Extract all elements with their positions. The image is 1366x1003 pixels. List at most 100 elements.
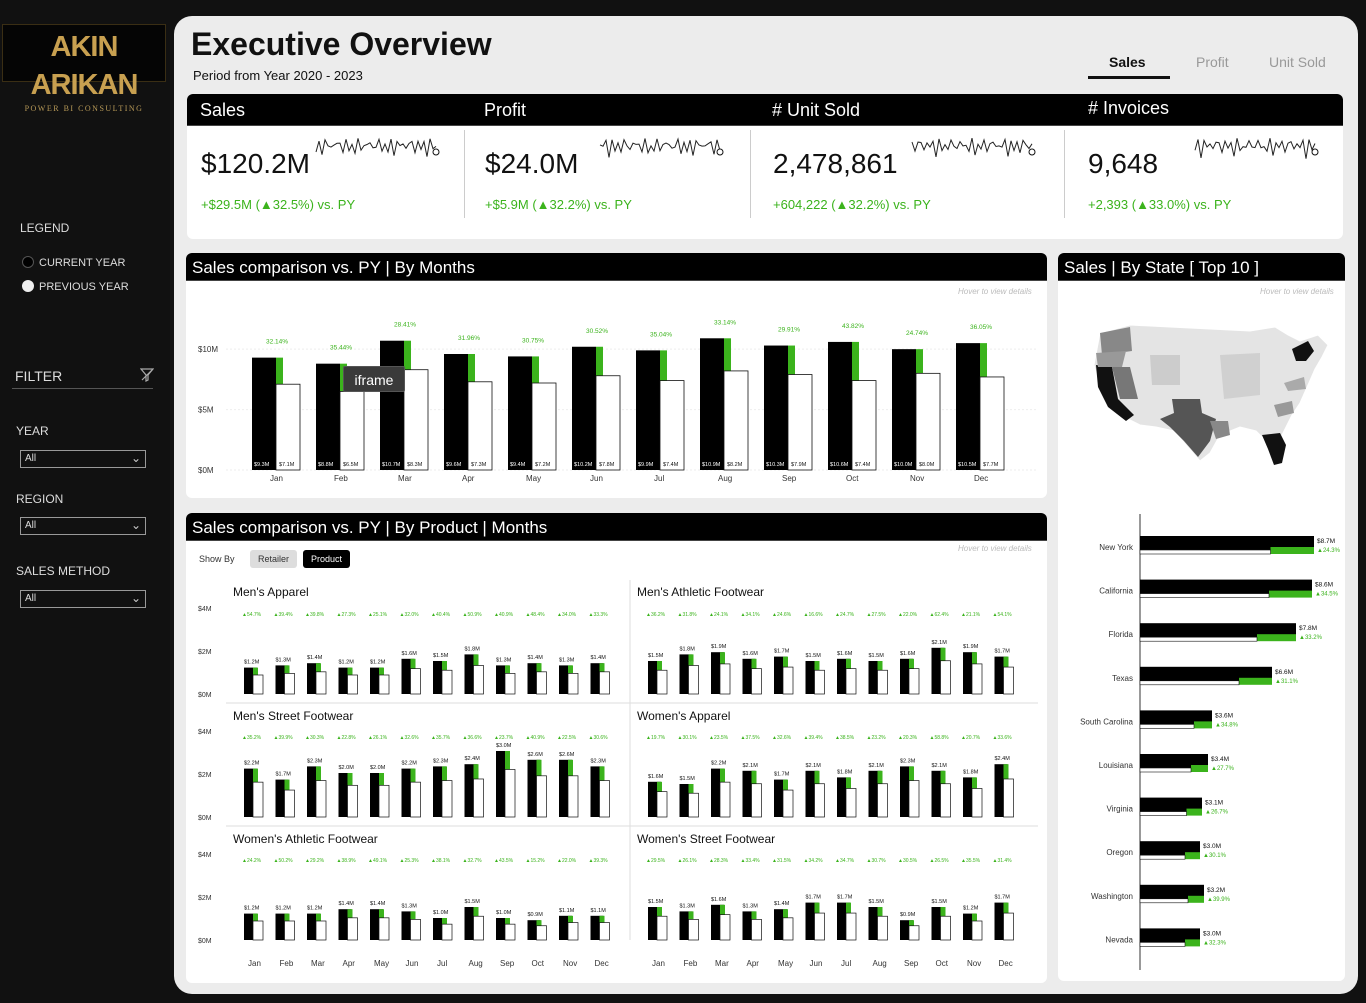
bar-previous-year	[531, 382, 557, 471]
bar-growth	[846, 777, 851, 789]
tab-sales[interactable]: Sales	[1109, 54, 1146, 70]
bar-growth	[532, 356, 539, 383]
product-small-multiples[interactable]: $0M $2M $4M $1.2M ▲54.7% $1.3M ▲39.4% $1.4M ▲39.…	[186, 580, 1047, 980]
state-hover-hint: Hover to view details	[1260, 287, 1334, 296]
bar-value-label: $2.3M	[900, 758, 916, 764]
kpi-units-delta: +604,222 (▲32.2%) vs. PY	[773, 197, 931, 212]
map-oregon	[1096, 351, 1126, 367]
growth-label: ▲15.2%	[526, 858, 546, 864]
bar-previous-year	[1139, 811, 1187, 816]
state-bar-chart[interactable]: New York $8.7M ▲24.3% California $8.6M ▲34.5%…	[1058, 510, 1345, 980]
bar-previous-year	[845, 788, 857, 818]
bar-value-label: $2.0M	[370, 765, 386, 771]
growth-label: ▲26.1%	[368, 735, 388, 741]
bar-value-label: $1.8M	[963, 769, 979, 775]
filter-clear-icon[interactable]	[139, 368, 155, 382]
bar-growth	[1270, 547, 1314, 554]
growth-label: 36.05%	[970, 324, 992, 331]
bar-previous-year	[284, 673, 295, 695]
kpi-sales-label: Sales	[200, 100, 246, 120]
bar-value-label: $10.0M	[894, 462, 913, 468]
bar-growth	[347, 773, 353, 786]
bar-previous-year	[845, 912, 857, 941]
filter-divider	[12, 388, 153, 389]
bar-value-label: $1.0M	[433, 910, 449, 916]
bar-growth	[284, 913, 290, 921]
bar-previous-year	[252, 920, 264, 941]
bar-growth	[940, 770, 946, 784]
y-axis-tick: $0M	[198, 466, 214, 475]
bar-previous-year	[599, 780, 610, 818]
bar-previous-year	[347, 674, 358, 695]
retailer-toggle-button[interactable]: Retailer	[250, 550, 298, 568]
tab-unit-sold[interactable]: Unit Sold	[1269, 54, 1326, 70]
bar-value-label: $9.3M	[254, 462, 270, 468]
bar-value-label: $7.1M	[279, 462, 295, 468]
bar-previous-year	[940, 660, 951, 695]
map-mountain-states	[1150, 355, 1180, 385]
growth-label: ▲28.3%	[709, 858, 729, 864]
bar-current-year	[1140, 841, 1200, 856]
bar-previous-year	[1139, 724, 1195, 729]
bar-value-label: $1.2M	[370, 660, 386, 666]
us-state-map[interactable]	[1060, 295, 1348, 495]
bar-previous-year	[275, 383, 301, 471]
x-axis-tick: Jul	[841, 959, 851, 968]
x-axis-tick: May	[374, 959, 389, 968]
product-hover-hint: Hover to view details	[958, 544, 1032, 553]
x-axis-tick: Oct	[936, 959, 949, 968]
growth-label: ▲33.4%	[741, 858, 761, 864]
year-select[interactable]: All ⌄	[20, 450, 146, 468]
bar-growth	[253, 768, 258, 783]
bar-value-label: $3.4M	[1211, 756, 1229, 763]
bar-value-label: $7.9M	[791, 462, 807, 468]
x-axis-tick: Nov	[910, 474, 924, 483]
bar-value-label: $10.9M	[702, 462, 721, 468]
bar-previous-year	[782, 666, 794, 695]
bar-value-label: $7.4M	[855, 462, 871, 468]
bar-previous-year	[284, 920, 295, 941]
growth-label: ▲30.1%	[1203, 853, 1227, 859]
growth-label: ▲40.4%	[431, 612, 451, 618]
bar-value-label: $8.3M	[407, 462, 423, 468]
growth-label: ▲30.3%	[305, 735, 325, 741]
bar-growth	[852, 341, 859, 381]
growth-label: ▲31.1%	[1275, 679, 1299, 685]
growth-label: ▲30.5%	[898, 858, 918, 864]
x-axis-tick: May	[778, 959, 793, 968]
bar-growth	[688, 654, 694, 666]
kpi-profit-label: Profit	[484, 100, 527, 120]
growth-label: ▲30.7%	[867, 858, 887, 864]
growth-label: ▲39.9%	[274, 735, 294, 741]
x-axis-tick: Jul	[654, 474, 664, 483]
product-toggle-button[interactable]: Product	[303, 550, 351, 568]
tab-profit[interactable]: Profit	[1196, 54, 1229, 70]
bar-growth	[599, 915, 605, 923]
bar-value-label: $9.9M	[638, 462, 654, 468]
state-label: Washington	[1091, 892, 1133, 901]
bar-growth	[877, 661, 883, 671]
kpi-sparklines	[315, 137, 1319, 159]
bar-growth	[599, 663, 605, 672]
bar-growth	[972, 777, 977, 789]
monthly-chart[interactable]: $0M $5M $10M $9.3M $7.1M 32.14% Jan $8.8M $6.5M 3…	[186, 281, 1047, 491]
bar-previous-year	[688, 919, 699, 941]
bar-growth	[1191, 765, 1208, 772]
bar-previous-year	[315, 780, 327, 818]
bar-value-label: $2.3M	[433, 758, 449, 764]
bar-previous-year	[441, 780, 453, 818]
growth-label: ▲24.6%	[772, 612, 792, 618]
bar-value-label: $1.3M	[559, 657, 575, 663]
sales-method-select[interactable]: All ⌄	[20, 590, 146, 608]
bar-previous-year	[1139, 767, 1192, 773]
bar-previous-year	[467, 381, 493, 471]
bar-previous-year	[567, 922, 579, 941]
kpi-profit-delta: +$5.9M (▲32.2%) vs. PY	[485, 197, 632, 212]
growth-label: ▲49.1%	[368, 858, 388, 864]
region-select[interactable]: All ⌄	[20, 517, 146, 535]
x-axis-tick: Sep	[904, 959, 919, 968]
bar-previous-year	[723, 370, 749, 471]
growth-label: 24.74%	[906, 330, 928, 337]
bar-value-label: $2.4M	[995, 756, 1011, 762]
growth-label: ▲62.4%	[930, 612, 950, 618]
